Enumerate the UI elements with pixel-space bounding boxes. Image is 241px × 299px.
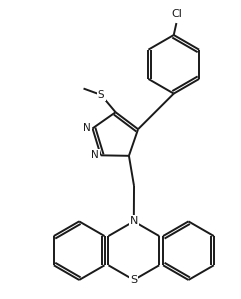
Text: S: S [130,275,137,285]
Text: N: N [91,150,99,160]
Text: Cl: Cl [171,8,182,19]
Text: N: N [130,216,138,226]
Text: S: S [98,90,104,100]
Text: N: N [83,123,90,133]
